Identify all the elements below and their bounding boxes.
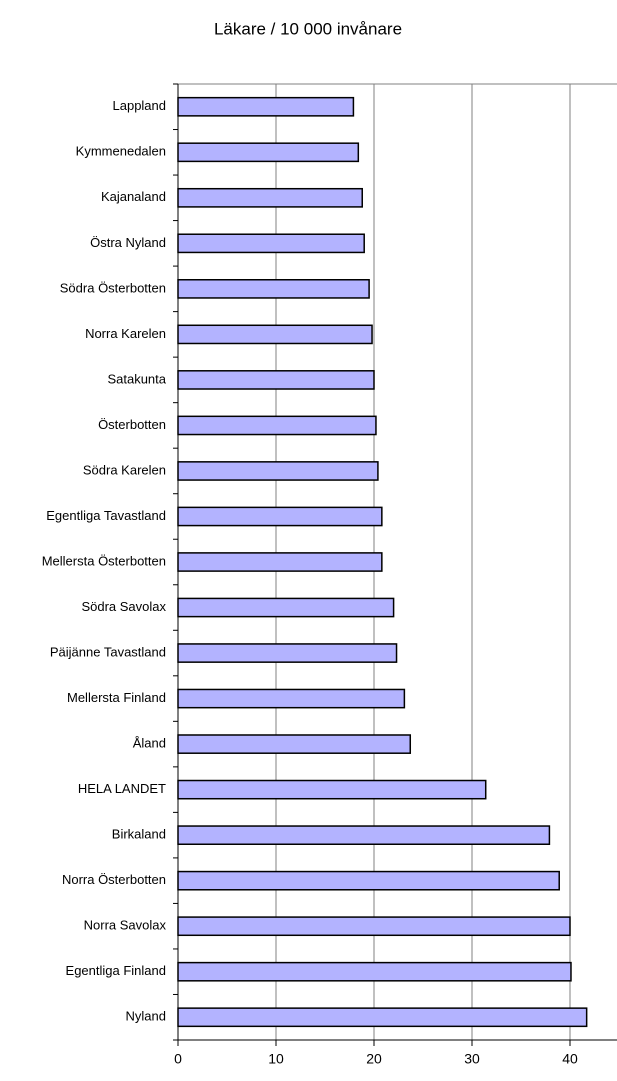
y-tick-label: Södra Österbotten (60, 280, 166, 295)
y-tick-label: Egentliga Finland (66, 963, 166, 978)
x-tick-label: 10 (268, 1051, 284, 1067)
y-tick-label: Mellersta Finland (67, 690, 166, 705)
chart-title: Läkare / 10 000 invånare (214, 19, 402, 38)
bar (177, 825, 551, 845)
bar (177, 461, 379, 481)
y-tick-label: Egentliga Tavastland (46, 508, 166, 523)
x-tick-label: 40 (562, 1051, 578, 1067)
bar (177, 142, 360, 163)
y-tick-label: Norra Savolax (84, 918, 167, 933)
y-tick-label: Norra Österbotten (62, 872, 166, 887)
bar (177, 734, 412, 754)
bar (177, 779, 487, 800)
y-tick-label: Södra Karelen (83, 462, 166, 477)
y-tick-label: Norra Karelen (85, 326, 166, 341)
x-tick-label: 0 (174, 1051, 182, 1067)
y-tick-label: Nyland (126, 1009, 166, 1024)
x-tick-label: 20 (366, 1051, 382, 1067)
bar (177, 506, 383, 527)
bar (177, 279, 370, 299)
y-tick-label: Birkaland (112, 827, 166, 842)
bar (177, 961, 572, 982)
y-tick-label: Päijänne Tavastland (50, 644, 166, 659)
bar (177, 96, 355, 117)
bar (177, 643, 398, 663)
y-tick-label: Kymmenedalen (76, 144, 166, 159)
y-tick-label: Satakunta (107, 371, 166, 386)
bar (177, 597, 395, 618)
y-tick-label: Österbotten (98, 417, 166, 432)
bar (177, 187, 363, 208)
bar (177, 415, 377, 436)
bar (177, 233, 365, 254)
bar (177, 916, 571, 937)
y-tick-label: Södra Savolax (81, 599, 166, 614)
bar (177, 324, 373, 345)
bar (177, 870, 560, 891)
bar (177, 370, 375, 390)
y-tick-label: Kajanaland (101, 189, 166, 204)
bar (177, 552, 383, 572)
bar (177, 688, 406, 709)
y-tick-label: Mellersta Österbotten (42, 553, 166, 568)
y-tick-label: HELA LANDET (78, 781, 166, 796)
y-tick-label: Östra Nyland (90, 235, 166, 250)
x-tick-label: 30 (464, 1051, 480, 1067)
bar (177, 1007, 588, 1028)
y-tick-label: Åland (133, 736, 166, 751)
y-tick-label: Lappland (113, 98, 167, 113)
